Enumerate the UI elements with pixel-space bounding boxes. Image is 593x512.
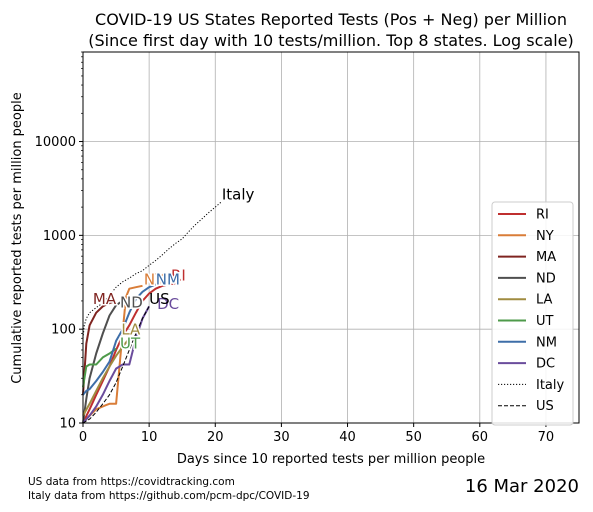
legend: RI NY MA ND LA UT NM DC Italy US <box>491 201 574 426</box>
series-line-nd <box>82 300 124 424</box>
series-label-la: LA <box>121 320 141 338</box>
y-tick-label: 100 <box>51 323 76 338</box>
legend-entry: RI <box>536 208 549 223</box>
series-line-ut <box>82 347 117 388</box>
series-line-nm <box>82 283 157 396</box>
x-tick-label: 40 <box>339 430 356 445</box>
x-tick-label: 30 <box>273 430 290 445</box>
source-italy: Italy data from https://github.com/pcm-d… <box>28 490 310 502</box>
source-us: US data from https://covidtracking.com <box>28 476 235 488</box>
series-line-ri <box>82 282 176 424</box>
y-axis-label: Cumulative reported tests per million pe… <box>10 92 25 384</box>
legend-entry: DC <box>536 357 555 372</box>
x-tick-label: 10 <box>141 430 158 445</box>
plot-area <box>82 201 223 424</box>
x-tick-label: 70 <box>538 430 555 445</box>
date-stamp: 16 Mar 2020 <box>464 476 579 497</box>
series-line-la <box>82 337 131 417</box>
legend-entry: NY <box>536 229 554 244</box>
series-line-dc <box>82 305 150 424</box>
series-label-ny: NY <box>144 270 165 288</box>
legend-entry: US <box>536 399 554 414</box>
series-label-ut: UT <box>120 335 141 353</box>
chart-title: COVID-19 US States Reported Tests (Pos +… <box>95 10 567 29</box>
plot-frame <box>82 51 580 424</box>
series-line-ma <box>82 299 117 395</box>
x-tick-label: 50 <box>405 430 422 445</box>
series-label-us: US <box>149 290 170 308</box>
x-tick-label: 0 <box>79 430 87 445</box>
x-axis-label: Days since 10 reported tests per million… <box>177 452 485 467</box>
chart-subtitle: (Since first day with 10 tests/million. … <box>88 31 574 50</box>
legend-entry: MA <box>536 250 556 265</box>
x-tick-label: 20 <box>207 430 224 445</box>
series-label-ma: MA <box>93 290 117 308</box>
legend-entry: LA <box>536 293 553 308</box>
series-label-italy: Italy <box>222 186 255 204</box>
legend-box <box>491 201 574 426</box>
series-label-dc: DC <box>157 295 179 313</box>
legend-entry: NM <box>536 335 557 350</box>
series-label-nm: NM <box>156 270 180 288</box>
y-tick-label: 1000 <box>43 229 76 244</box>
legend-entry: ND <box>536 271 556 286</box>
legend-entry: UT <box>536 314 554 329</box>
y-tick-label: 10 <box>59 417 76 432</box>
series-line-ny <box>82 284 143 424</box>
legend-entry: Italy <box>536 378 565 393</box>
y-tick-label: 10000 <box>35 135 76 150</box>
series-label-ri: RI <box>171 267 186 285</box>
x-tick-label: 60 <box>472 430 489 445</box>
series-label-nd: ND <box>120 294 143 312</box>
series-line-italy <box>82 201 223 339</box>
series-line-us <box>82 306 150 424</box>
